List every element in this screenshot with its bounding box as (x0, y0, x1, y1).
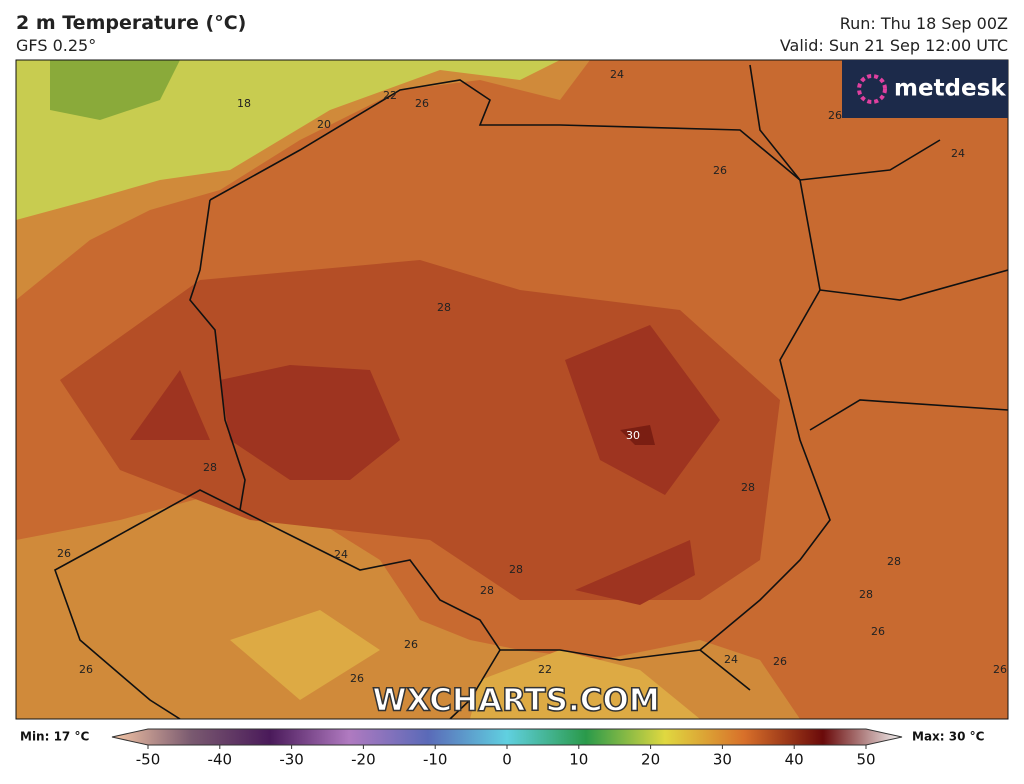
borders (54, 64, 1008, 719)
contour-label: 26 (773, 655, 787, 668)
logo-box (842, 60, 1008, 118)
contour-label: 22 (538, 663, 552, 676)
contour-label: 26 (79, 663, 93, 676)
contour-label: 26 (713, 164, 727, 177)
min-label: Min: 17 °C (20, 730, 89, 744)
watermark: WXCHARTS.COM (372, 683, 659, 719)
contour-label: 26 (57, 547, 71, 560)
colorbar-tick-label: 40 (785, 751, 804, 769)
colorbar-tick-label: 10 (569, 751, 588, 769)
valid: Valid: Sun 21 Sep 12:00 UTC (779, 36, 1008, 55)
run: Run: Thu 18 Sep 00Z (839, 14, 1008, 33)
colorbar-tick-label: 20 (641, 751, 660, 769)
colorbar-tick-label: -10 (423, 751, 448, 769)
contour-label: 28 (437, 301, 451, 314)
contour-label: 24 (724, 653, 738, 666)
contour-label: 28 (741, 481, 755, 494)
colorbar-tick-label: -20 (351, 751, 376, 769)
contour-label: 26 (415, 97, 429, 110)
logo-icon (857, 74, 887, 104)
contour-label: 28 (859, 588, 873, 601)
contour-label: 24 (951, 147, 965, 160)
colorbar-tick-label: 50 (856, 751, 875, 769)
map-frame (15, 59, 1009, 720)
colorbar-tick-label: 30 (713, 751, 732, 769)
contour-label: 28 (480, 584, 494, 597)
colorbar (111, 728, 903, 746)
colorbar-tick-label: -30 (279, 751, 304, 769)
contour-label: 30 (626, 429, 640, 442)
model: GFS 0.25° (16, 36, 97, 55)
contour-label: 26 (350, 672, 364, 685)
colorbar-tick-label: -40 (208, 751, 233, 769)
contour-label: 22 (383, 89, 397, 102)
contour-label: 20 (317, 118, 331, 131)
contour-label: 18 (237, 97, 251, 110)
title: 2 m Temperature (°C) (16, 12, 247, 34)
contour-label: 28 (509, 563, 523, 576)
contour-label: 26 (871, 625, 885, 638)
contour-label: 24 (334, 548, 348, 561)
contour-label: 24 (610, 68, 624, 81)
max-label: Max: 30 °C (912, 730, 985, 744)
logo-text: metdesk (894, 76, 1006, 102)
colorbar-tick-label: 0 (502, 751, 512, 769)
contour-label: 26 (828, 109, 842, 122)
contour-label: 28 (203, 461, 217, 474)
contour-label: 26 (404, 638, 418, 651)
contour-label: 26 (993, 663, 1007, 676)
colorbar-tick-label: -50 (136, 751, 161, 769)
contour-label: 28 (887, 555, 901, 568)
map-field (16, 60, 1008, 719)
